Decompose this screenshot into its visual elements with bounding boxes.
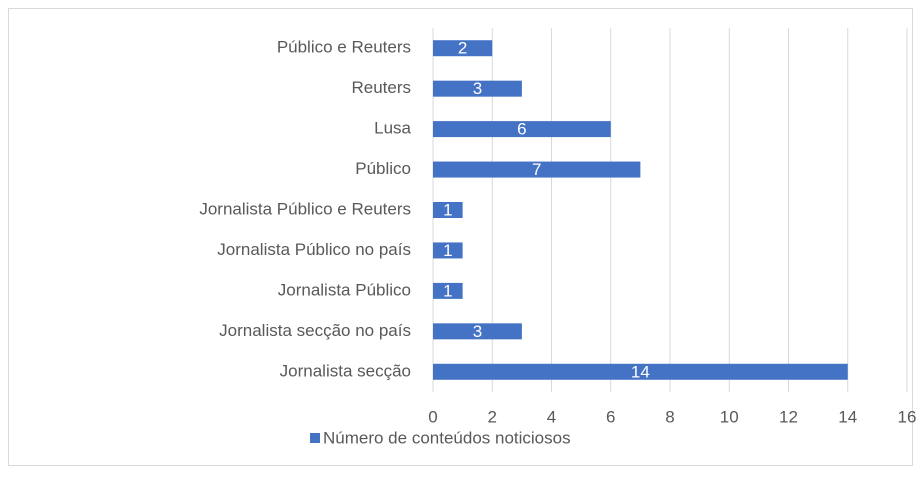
- y-tick-label: Lusa: [374, 119, 411, 138]
- bar: [433, 80, 522, 97]
- x-tick-label: 2: [488, 407, 497, 426]
- x-tick-label: 8: [665, 407, 674, 426]
- data-label: 3: [473, 79, 482, 98]
- y-tick-label: Público e Reuters: [277, 38, 411, 57]
- bar: [433, 40, 493, 57]
- legend-label: Número de conteúdos noticiosos: [323, 428, 571, 447]
- x-tick-label: 14: [838, 407, 857, 426]
- x-tick-label: 12: [779, 407, 798, 426]
- data-label: 2: [458, 39, 467, 58]
- legend-swatch: [310, 433, 320, 443]
- x-tick-label: 6: [606, 407, 615, 426]
- y-tick-label: Jornalista secção no país: [219, 321, 411, 340]
- y-tick-label: Jornalista Público: [278, 280, 411, 299]
- data-label: 1: [443, 241, 452, 260]
- x-tick-label: 0: [428, 407, 437, 426]
- bar: [433, 363, 848, 380]
- x-tick-label: 16: [898, 407, 917, 426]
- y-tick-label: Jornalista secção: [280, 361, 411, 380]
- bar: [433, 202, 463, 218]
- data-label: 6: [517, 120, 526, 139]
- x-tick-label: 4: [547, 407, 556, 426]
- bar: [433, 282, 463, 299]
- bar: [433, 323, 522, 340]
- data-label: 7: [532, 160, 541, 179]
- x-tick-label: 10: [720, 407, 739, 426]
- y-tick-label: Reuters: [351, 78, 411, 97]
- y-tick-label: Público: [355, 159, 411, 178]
- bar: [433, 242, 463, 259]
- y-tick-label: Jornalista Público e Reuters: [199, 199, 411, 218]
- chart-border: [8, 8, 913, 466]
- data-label: 14: [631, 362, 650, 381]
- bar: [433, 161, 641, 178]
- data-label: 1: [443, 200, 452, 219]
- bar: [433, 121, 611, 138]
- data-label: 3: [473, 322, 482, 341]
- data-label: 1: [443, 281, 452, 300]
- y-tick-label: Jornalista Público no país: [217, 240, 411, 259]
